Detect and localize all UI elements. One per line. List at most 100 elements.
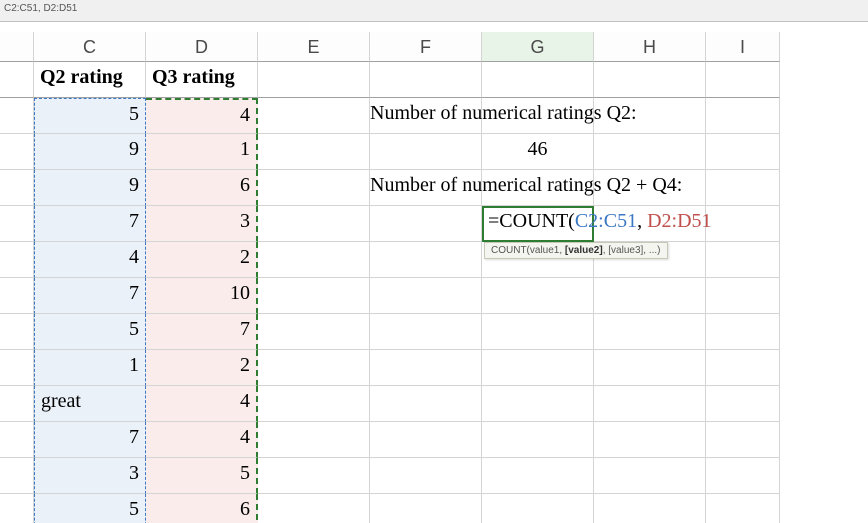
cell-D10[interactable]: 4 [146,386,258,422]
cell-F7[interactable] [370,278,482,314]
formula-fn: COUNT( [499,210,575,232]
cell-I6[interactable] [706,242,780,278]
cell-C10[interactable]: great [34,386,146,422]
cell-E9[interactable] [258,350,370,386]
worksheet-grid[interactable]: C D E F G H I Q2 rating Q3 rating 54Numb… [0,32,868,523]
name-box[interactable]: C2:C51, D2:D51 [0,0,868,22]
cell-I2[interactable] [706,98,780,134]
cell-F10[interactable] [370,386,482,422]
col-header-d[interactable]: D [146,32,258,62]
cell-G10[interactable] [482,386,594,422]
cell-G8[interactable] [482,314,594,350]
cell-C2[interactable]: 5 [34,98,146,134]
cell-I12[interactable] [706,458,780,494]
cell-H7[interactable] [594,278,706,314]
cell-H10[interactable] [594,386,706,422]
cell-C9[interactable]: 1 [34,350,146,386]
col-header-e[interactable]: E [258,32,370,62]
cell-C13[interactable]: 5 [34,494,146,523]
cell-D1[interactable]: Q3 rating [146,62,258,98]
formula-tooltip: COUNT(value1, [value2], [value3], ...) [484,242,668,259]
col-header-g[interactable]: G [482,32,594,62]
cell-C3[interactable]: 9 [34,134,146,170]
cell-D9[interactable]: 2 [146,350,258,386]
cell-H8[interactable] [594,314,706,350]
cell-E5[interactable] [258,206,370,242]
cell-E3[interactable] [258,134,370,170]
cell-E11[interactable] [258,422,370,458]
cell-D11[interactable]: 4 [146,422,258,458]
cell-F4[interactable]: Number of numerical ratings Q2 + Q4: [370,170,482,206]
cell-F9[interactable] [370,350,482,386]
col-header-c[interactable]: C [34,32,146,62]
cell-I9[interactable] [706,350,780,386]
cell-D4[interactable]: 6 [146,170,258,206]
cell-F13[interactable] [370,494,482,523]
cell-I5[interactable] [706,206,780,242]
cell-E7[interactable] [258,278,370,314]
row-1: Q2 rating Q3 rating [0,62,868,98]
cell-D5[interactable]: 3 [146,206,258,242]
cell-G13[interactable] [482,494,594,523]
cell-D2[interactable]: 4 [146,98,258,134]
cell-H1[interactable] [594,62,706,98]
cell-E6[interactable] [258,242,370,278]
cell-E13[interactable] [258,494,370,523]
cell-E4[interactable] [258,170,370,206]
col-header-i[interactable]: I [706,32,780,62]
cell-G7[interactable] [482,278,594,314]
cell-C8[interactable]: 5 [34,314,146,350]
cell-D6[interactable]: 2 [146,242,258,278]
cell-E2[interactable] [258,98,370,134]
cell-I8[interactable] [706,314,780,350]
cell-D3[interactable]: 1 [146,134,258,170]
col-header-f[interactable]: F [370,32,482,62]
cell-C4[interactable]: 9 [34,170,146,206]
cell-C12[interactable]: 3 [34,458,146,494]
cell-I3[interactable] [706,134,780,170]
cell-C6[interactable]: 4 [34,242,146,278]
cell-E1[interactable] [258,62,370,98]
cell-I13[interactable] [706,494,780,523]
cell-D7[interactable]: 10 [146,278,258,314]
cell-I4[interactable] [706,170,780,206]
cell-F2[interactable]: Number of numerical ratings Q2: [370,98,482,134]
cell-F12[interactable] [370,458,482,494]
cell-F5[interactable] [370,206,482,242]
cell-H3[interactable] [594,134,706,170]
cell-E12[interactable] [258,458,370,494]
cell-F3[interactable] [370,134,482,170]
cell-H12[interactable] [594,458,706,494]
cell-C1[interactable]: Q2 rating [34,62,146,98]
row-6: 42 [0,242,868,278]
cell-G1[interactable] [482,62,594,98]
cell-I1[interactable] [706,62,780,98]
cell-F11[interactable] [370,422,482,458]
cell-C7[interactable]: 7 [34,278,146,314]
cell-G11[interactable] [482,422,594,458]
cell-D13[interactable]: 6 [146,494,258,523]
cell-E10[interactable] [258,386,370,422]
formula-eq: = [488,210,499,232]
cell-G12[interactable] [482,458,594,494]
cell-I11[interactable] [706,422,780,458]
cell-G9[interactable] [482,350,594,386]
cell-D12[interactable]: 5 [146,458,258,494]
cell-D8[interactable]: 7 [146,314,258,350]
cell-F1[interactable] [370,62,482,98]
cell-F8[interactable] [370,314,482,350]
cell-C5[interactable]: 7 [34,206,146,242]
cell-H13[interactable] [594,494,706,523]
row-13: 56 [0,494,868,523]
cell-F6[interactable] [370,242,482,278]
cell-G3[interactable]: 46 [482,134,594,170]
cell-I7[interactable] [706,278,780,314]
formula-edit-cell[interactable]: =COUNT(C2:C51, D2:D51COUNT(value1, [valu… [482,206,594,242]
cell-H9[interactable] [594,350,706,386]
cell-I10[interactable] [706,386,780,422]
cell-C11[interactable]: 7 [34,422,146,458]
cell-H11[interactable] [594,422,706,458]
col-header-h[interactable]: H [594,32,706,62]
cell-E8[interactable] [258,314,370,350]
col-header-stub [0,32,34,62]
